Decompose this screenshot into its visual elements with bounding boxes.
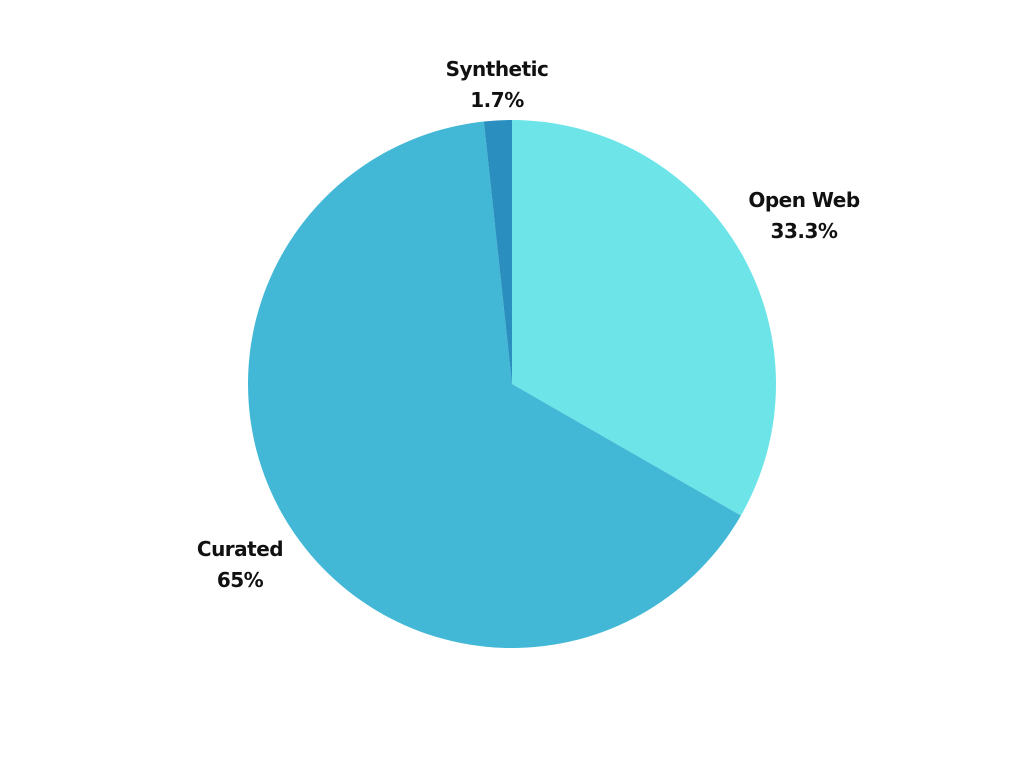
pie-slices bbox=[248, 120, 776, 649]
slice-value-label: 33.3% bbox=[771, 219, 838, 243]
slice-name-label: Curated bbox=[197, 537, 283, 561]
slice-name-label: Open Web bbox=[748, 188, 859, 212]
pie-labels: Open Web 33.3% Curated 65% Synthetic 1.7% bbox=[197, 57, 860, 592]
pie-slice-curated bbox=[248, 121, 741, 649]
pie-slice-open-web bbox=[512, 120, 776, 516]
slice-value-label: 65% bbox=[217, 568, 264, 592]
slice-value-label: 1.7% bbox=[470, 88, 524, 112]
slice-name-label: Synthetic bbox=[446, 57, 549, 81]
pie-slice-synthetic bbox=[483, 120, 512, 384]
